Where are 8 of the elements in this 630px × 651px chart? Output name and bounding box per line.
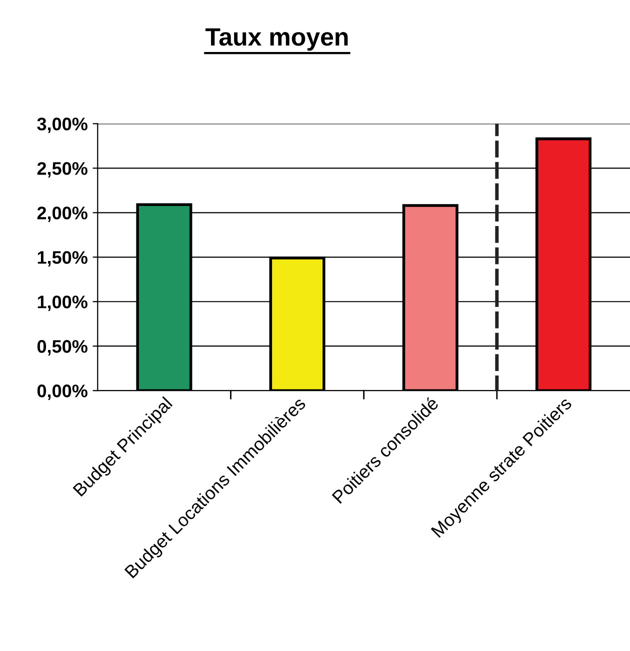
y-tick-label: 2,00% <box>37 206 88 222</box>
y-tick-label: 0,00% <box>37 384 88 400</box>
chart-title: Taux moyen <box>205 28 348 51</box>
y-tick-label: 1,50% <box>38 251 88 266</box>
y-tick-label: 3,00% <box>37 118 88 134</box>
y-tick-label: 1,00% <box>38 296 88 311</box>
y-tick-label: 2,50% <box>37 162 88 178</box>
y-tick-label: 0,50% <box>37 340 88 356</box>
